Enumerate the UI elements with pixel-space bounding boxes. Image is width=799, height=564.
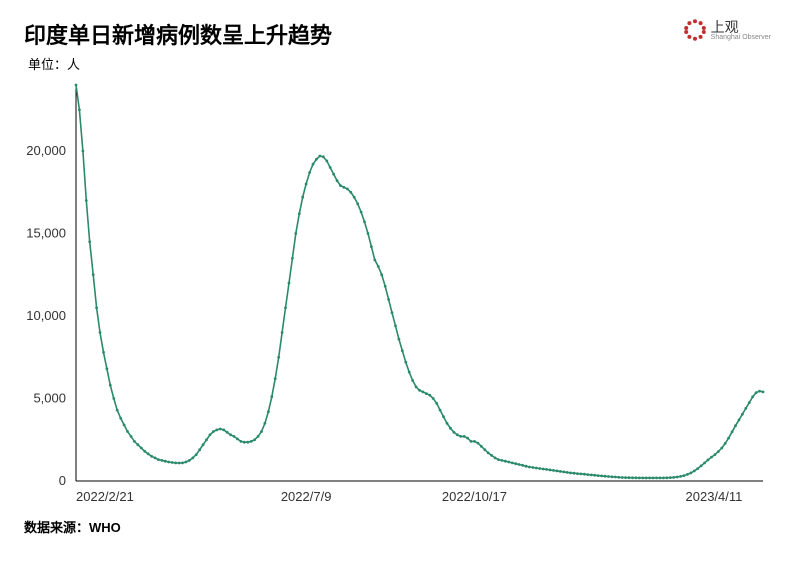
y-tick-label: 15,000 <box>26 226 66 241</box>
x-tick-label: 2022/7/9 <box>281 489 332 504</box>
line-chart: 0 5,000 10,000 15,000 20,000 2022/2/21 2022/7/… <box>14 79 771 509</box>
x-tick-label: 2022/2/21 <box>76 489 134 504</box>
logo-sub-text: Shanghai Observer <box>711 34 771 41</box>
y-tick-label: 20,000 <box>26 143 66 158</box>
x-tick-label: 2023/4/11 <box>686 489 743 504</box>
x-tick-label: 2022/10/17 <box>442 489 507 504</box>
y-tick-label: 5,000 <box>33 391 66 406</box>
chart-title: 印度单日新增病例数呈上升趋势 <box>24 18 332 50</box>
logo-icon <box>683 18 707 42</box>
y-tick-label: 10,000 <box>26 308 66 323</box>
logo-main-text: 上观 <box>711 20 771 34</box>
unit-label: 单位：人 <box>0 54 799 73</box>
publisher-logo: 上观 Shanghai Observer <box>683 18 771 42</box>
data-source: 数据来源：WHO <box>0 513 799 536</box>
data-series-line <box>76 85 763 478</box>
data-series-points <box>75 84 765 480</box>
y-tick-label: 0 <box>59 473 66 488</box>
